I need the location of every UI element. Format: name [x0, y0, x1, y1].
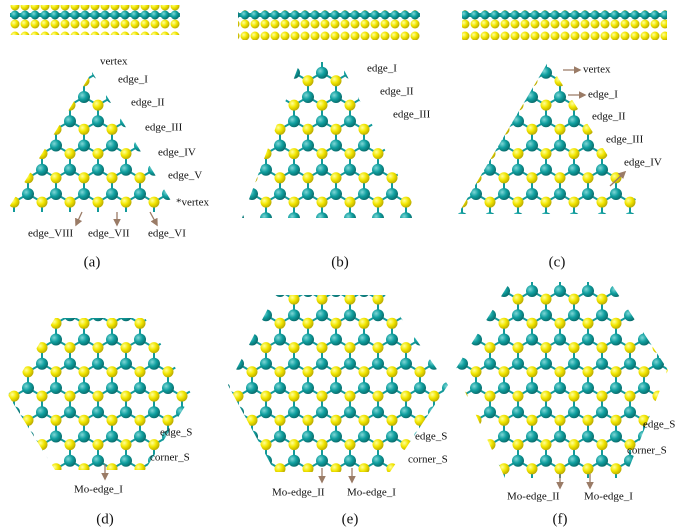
site-label: edge_II	[380, 86, 414, 98]
panel-caption: (e)	[342, 511, 359, 527]
site-label: Mo-edge_II	[507, 491, 560, 503]
site-label: corner_S	[408, 454, 448, 466]
site-label: edge_VII	[88, 228, 130, 240]
cluster	[228, 295, 448, 472]
site-label: Mo-edge_I	[584, 491, 633, 503]
site-label: edge_IV	[624, 157, 662, 169]
arrow	[75, 211, 83, 227]
site-label: Mo-edge_II	[272, 487, 325, 499]
labels: vertex edge_I edge_II edge_III edge_IV edge_V…	[28, 56, 675, 528]
panel-caption: (d)	[96, 511, 114, 527]
site-label: edge_S	[160, 427, 192, 439]
side-view	[10, 5, 180, 35]
site-label: edge_VI	[148, 228, 186, 240]
site-label: Mo-edge_I	[347, 487, 396, 499]
site-label: corner_S	[627, 445, 667, 457]
side-view	[462, 10, 667, 40]
panel-caption: (a)	[84, 254, 101, 270]
arrow	[609, 170, 627, 187]
clusters	[6, 62, 668, 478]
site-label: edge_II	[592, 111, 626, 123]
site-label: edge_II	[131, 97, 165, 109]
site-label: *vertex	[176, 197, 209, 209]
site-label: edge_I	[118, 74, 148, 86]
site-label: vertex	[583, 64, 611, 76]
site-label: Mo-edge_I	[74, 484, 123, 496]
side-views	[10, 5, 667, 40]
panel-caption: (f)	[553, 511, 568, 527]
site-label: edge_I	[588, 89, 618, 101]
site-label: edge_V	[168, 170, 202, 182]
arrow	[149, 211, 158, 227]
panel-caption: (b)	[331, 254, 349, 270]
site-label: edge_III	[606, 134, 644, 146]
cluster	[6, 72, 178, 212]
site-label: vertex	[100, 56, 128, 68]
panel-caption: (c)	[549, 254, 566, 270]
side-view	[238, 10, 420, 40]
site-label: edge_III	[145, 122, 183, 134]
cluster	[242, 62, 420, 218]
site-label: edge_S	[643, 419, 675, 431]
site-label: edge_S	[415, 431, 447, 443]
site-label: edge_III	[393, 109, 431, 121]
site-label: edge_I	[367, 63, 397, 75]
site-label: corner_S	[150, 452, 190, 464]
site-label: edge_VIII	[28, 228, 74, 240]
arrows	[75, 66, 627, 490]
site-label: edge_IV	[158, 147, 196, 159]
